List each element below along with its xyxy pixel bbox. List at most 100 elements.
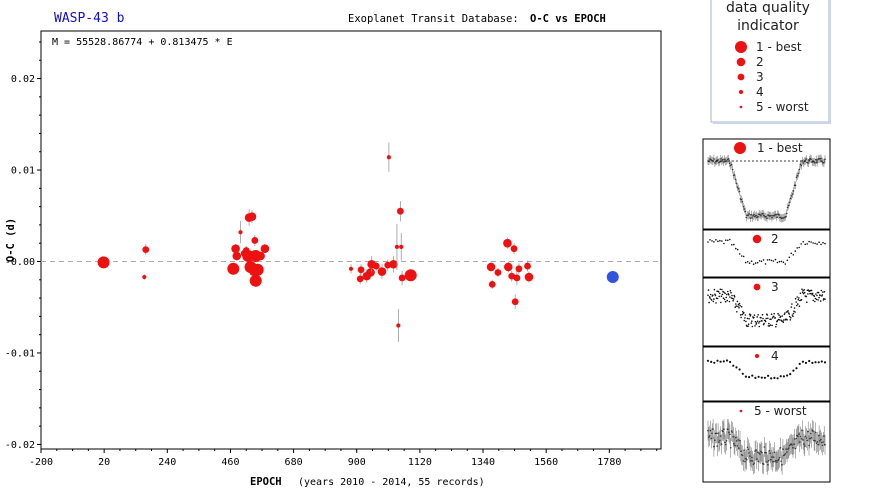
curve-dot [783,313,786,316]
example-marker [739,409,743,413]
curve-dot [772,315,775,318]
curve-dot [824,298,826,301]
curve-dot [764,320,767,323]
point-marker [232,251,242,261]
curve-dot [798,297,800,299]
example-label: 4 [771,349,779,363]
data-point [524,271,534,283]
legend-label: 4 [756,85,764,99]
curve-dot [731,294,733,297]
curve-dot [727,290,729,293]
y-tick-label: -0.00 [5,257,35,268]
curve-dot [731,244,733,246]
curve-dot [706,359,710,362]
example-label: 1 - best [757,141,803,155]
legend-label: 3 [756,70,764,84]
curve-dot [752,263,755,266]
data-point [606,271,619,284]
curve-dot [714,293,716,296]
curve-dot [778,314,780,317]
point-marker [231,244,240,253]
curve-dot [748,318,750,320]
point-marker [348,266,354,271]
curve-dot [782,261,785,264]
curve-dot [721,240,723,242]
database-label: Exoplanet Transit Database: [348,13,519,25]
legend-marker [735,41,747,53]
curve-dot [810,289,813,292]
curve-dot [735,247,737,250]
data-point [510,243,518,255]
point-marker [142,274,147,280]
curve-dot [748,262,751,265]
curve-dot [732,364,735,367]
curve-dot [742,255,745,258]
curve-dot [801,288,803,291]
curve-dot [728,294,730,296]
curve-dot [820,289,823,292]
curve-dot [721,293,724,296]
curve-dot [811,361,814,364]
curve-dot [716,359,719,362]
curve-dot [709,297,711,299]
curve-dot [737,303,740,306]
curve-dot [776,261,779,264]
curve-dot [723,291,725,294]
point-marker [515,265,523,273]
curve-dot [758,322,760,324]
curve-dot [736,311,738,313]
curve-dot [757,314,759,316]
curve-dot [719,360,722,363]
curve-dot [759,320,761,323]
curve-dot [821,294,824,296]
legend-marker [739,105,743,109]
curve-dot [814,242,816,245]
curve-dot [802,241,804,243]
curve-dot [713,241,715,243]
data-point [515,263,523,275]
example-panel: 3 [702,277,831,347]
curve-dot [743,311,745,314]
curve-dot [713,298,715,300]
curve-dot [739,314,742,316]
curve-dot [808,359,811,363]
point-marker [508,272,516,280]
x-tick-label: 1120 [408,457,432,468]
curve-dot [791,314,794,316]
point-marker [404,269,417,282]
point-marker [389,259,398,269]
curve-dot [794,297,797,300]
curve-dot [756,261,759,264]
legend-label: 1 - best [756,40,802,54]
plot-kind-label: O-C vs EPOCH [530,13,606,25]
example-marker [753,283,761,291]
point-marker [513,274,521,282]
curve-dot [758,325,761,328]
curve-dot [816,294,818,297]
curve-dot [801,360,805,363]
curve-dot [740,255,743,257]
curve-dot [792,315,794,318]
curve-dot [814,297,817,300]
curve-dot [745,320,747,323]
curve-dot [724,300,727,303]
curve-dot [712,300,715,303]
curve-dot [762,259,765,261]
curve-dot [729,290,732,292]
example-marker [752,234,762,244]
curve-dot [815,293,817,295]
curve-dot [743,319,746,322]
curve-dot [770,313,773,316]
curve-dot [708,296,711,298]
curve-dot [819,294,821,297]
data-point [503,237,512,249]
data-point [232,251,242,261]
curve-dot [755,322,758,324]
curve-dot [784,312,786,314]
example-panel: 1 - best [702,138,831,230]
curve-dot [798,246,800,249]
curve-dot [744,375,748,378]
curve-dot [719,292,721,295]
point-marker [97,256,110,269]
curve-dot [771,317,774,319]
